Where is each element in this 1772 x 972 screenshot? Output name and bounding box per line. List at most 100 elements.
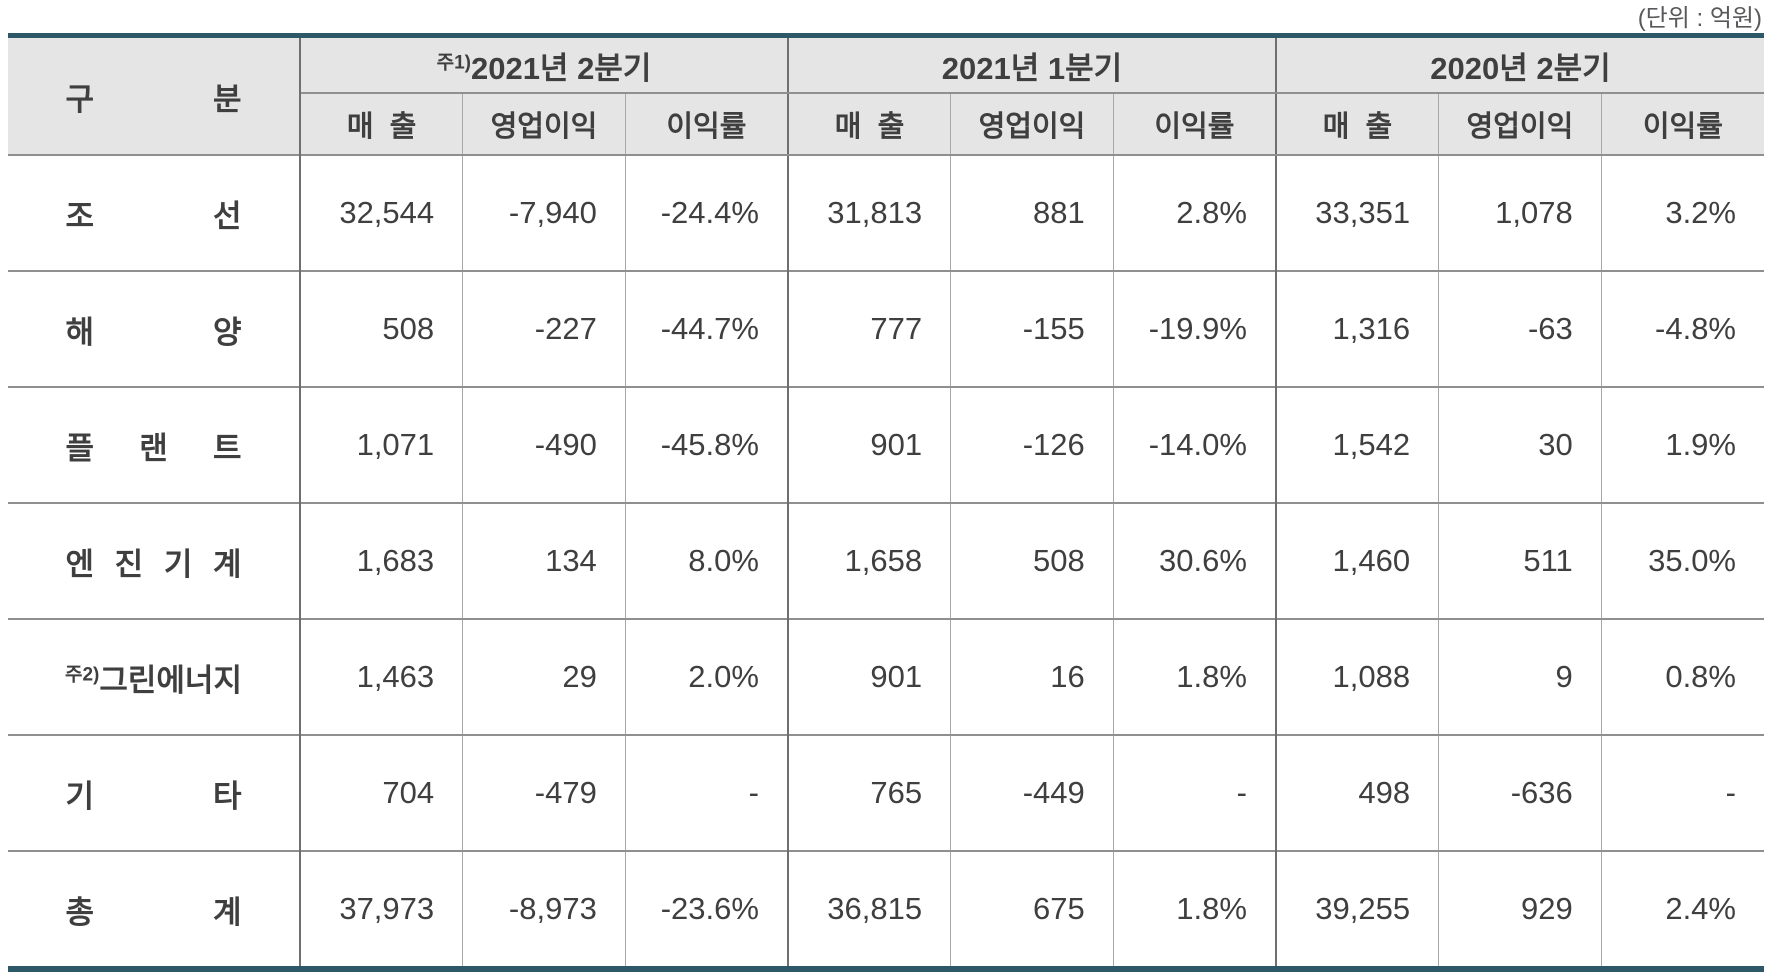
sub-column-header: 영업이익 bbox=[1438, 93, 1602, 156]
value-cell: 32,544 bbox=[299, 154, 463, 271]
footnote-ref-2: 주2) bbox=[65, 664, 100, 686]
sub-column-header: 매 출 bbox=[786, 93, 951, 156]
value-cell: 8.0% bbox=[624, 502, 788, 619]
value-cell: 901 bbox=[786, 618, 951, 735]
sub-column-header: 매 출 bbox=[299, 93, 463, 156]
value-cell: - bbox=[624, 734, 788, 851]
table-row: 주2)그린에너지 1,463 29 2.0% 901 16 1.8% 1,088 9 0.8% bbox=[8, 618, 1764, 735]
sub-column-header: 이익률 bbox=[624, 93, 788, 156]
value-cell: -126 bbox=[950, 386, 1114, 503]
value-cell: 765 bbox=[786, 734, 951, 851]
value-cell: 31,813 bbox=[786, 154, 951, 271]
category-header-char: 분 bbox=[212, 81, 242, 117]
value-cell: 704 bbox=[299, 734, 463, 851]
value-cell: -155 bbox=[950, 270, 1114, 387]
category-header-char: 구 bbox=[65, 81, 95, 117]
value-cell: 1,078 bbox=[1438, 154, 1602, 271]
sub-column-header: 매 출 bbox=[1274, 93, 1439, 156]
value-cell: 1,463 bbox=[299, 618, 463, 735]
value-cell: 0.8% bbox=[1600, 618, 1764, 735]
value-cell: -449 bbox=[950, 734, 1114, 851]
segment-label-char: 총 bbox=[65, 894, 95, 930]
segment-label-char: 타 bbox=[212, 778, 242, 814]
column-group-label: 2021년 2분기 bbox=[470, 50, 652, 86]
value-cell: 1,316 bbox=[1274, 270, 1439, 387]
value-cell: 1,683 bbox=[299, 502, 463, 619]
column-group-label: 2020년 2분기 bbox=[1430, 50, 1611, 86]
value-cell: -14.0% bbox=[1112, 386, 1276, 503]
value-cell: -63 bbox=[1438, 270, 1602, 387]
value-cell: 2.4% bbox=[1600, 850, 1764, 969]
segment-label-char: 계 bbox=[212, 894, 242, 930]
value-cell: 901 bbox=[786, 386, 951, 503]
value-cell: 498 bbox=[1274, 734, 1439, 851]
value-cell: -23.6% bbox=[624, 850, 788, 969]
sub-column-header: 영업이익 bbox=[462, 93, 626, 156]
value-cell: -227 bbox=[462, 270, 626, 387]
value-cell: 508 bbox=[950, 502, 1114, 619]
segment-label-cell: 주2)그린에너지 bbox=[8, 618, 300, 735]
value-cell: 35.0% bbox=[1600, 502, 1764, 619]
column-group-header-2020-q2: 2020년 2분기 bbox=[1274, 35, 1764, 94]
value-cell: 3.2% bbox=[1600, 154, 1764, 271]
value-cell: 2.8% bbox=[1112, 154, 1276, 271]
value-cell: -8,973 bbox=[462, 850, 626, 969]
value-cell: 1.9% bbox=[1600, 386, 1764, 503]
value-cell: -636 bbox=[1438, 734, 1602, 851]
value-cell: 30.6% bbox=[1112, 502, 1276, 619]
value-cell: 2.0% bbox=[624, 618, 788, 735]
value-cell: 33,351 bbox=[1274, 154, 1439, 271]
column-group-label: 2021년 1분기 bbox=[941, 50, 1123, 86]
footnote-ref-1: 주1) bbox=[436, 52, 471, 74]
value-cell: -7,940 bbox=[462, 154, 626, 271]
value-cell: 29 bbox=[462, 618, 626, 735]
value-cell: 511 bbox=[1438, 502, 1602, 619]
value-cell: 777 bbox=[786, 270, 951, 387]
value-cell: -490 bbox=[462, 386, 626, 503]
value-cell: 1.8% bbox=[1112, 618, 1276, 735]
segment-label-char: 조 bbox=[65, 198, 95, 234]
value-cell: 16 bbox=[950, 618, 1114, 735]
value-cell: 1,071 bbox=[299, 386, 463, 503]
value-cell: - bbox=[1112, 734, 1276, 851]
value-cell: 1,088 bbox=[1274, 618, 1439, 735]
value-cell: 929 bbox=[1438, 850, 1602, 969]
segment-label-char: 선 bbox=[212, 198, 242, 234]
value-cell: 36,815 bbox=[786, 850, 951, 969]
sub-column-header: 이익률 bbox=[1600, 93, 1764, 156]
value-cell: 1,460 bbox=[1274, 502, 1439, 619]
unit-label: (단위 : 억원) bbox=[1637, 5, 1762, 32]
segment-label-char: 엔 bbox=[65, 546, 95, 582]
value-cell: 30 bbox=[1438, 386, 1602, 503]
value-cell: -24.4% bbox=[624, 154, 788, 271]
value-cell: -45.8% bbox=[624, 386, 788, 503]
segment-label-char: 트 bbox=[212, 430, 242, 466]
value-cell: -4.8% bbox=[1600, 270, 1764, 387]
value-cell: 9 bbox=[1438, 618, 1602, 735]
segment-label-char: 플 bbox=[65, 430, 95, 466]
segment-label-char: 기 bbox=[163, 546, 193, 582]
segment-label-char: 계 bbox=[212, 546, 242, 582]
value-cell: 134 bbox=[462, 502, 626, 619]
value-cell: 39,255 bbox=[1274, 850, 1439, 969]
value-cell: 675 bbox=[950, 850, 1114, 969]
segment-label-char: 진 bbox=[114, 546, 144, 582]
